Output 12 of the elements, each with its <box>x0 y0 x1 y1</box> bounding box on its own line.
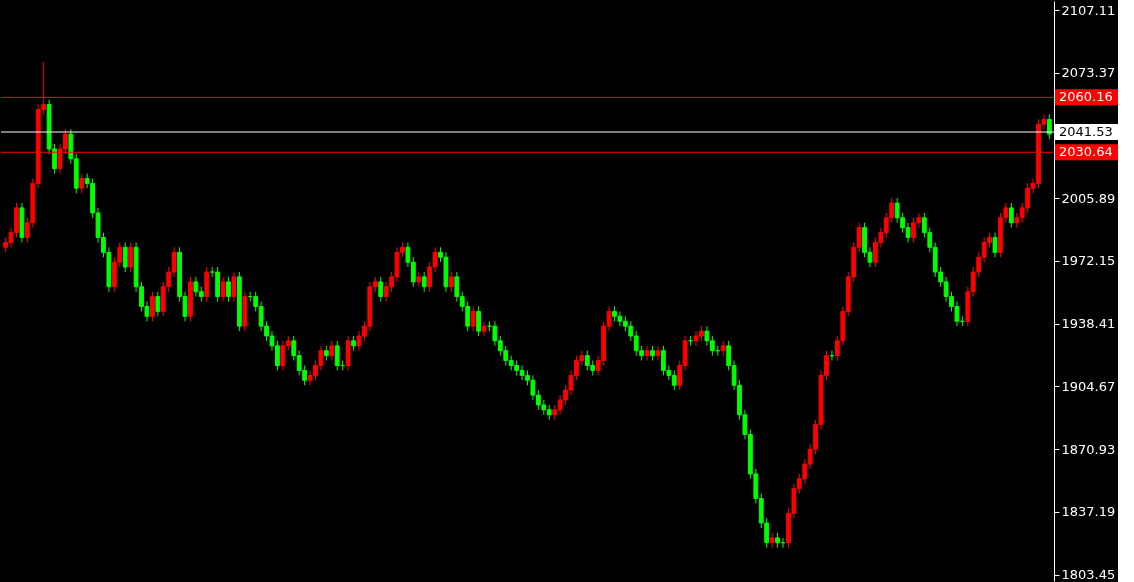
y-tick-label: 2005.89 <box>1061 190 1116 206</box>
ref-line-label: 2030.64 <box>1059 144 1113 160</box>
y-tick-label: 1972.15 <box>1061 253 1116 269</box>
y-tick-label: 1803.45 <box>1061 567 1116 582</box>
y-tick-label: 1904.67 <box>1061 378 1116 394</box>
y-tick-label: 2107.11 <box>1061 2 1116 18</box>
ref-line-label: 2060.16 <box>1059 89 1113 105</box>
ref-line-label: 2041.53 <box>1059 124 1113 139</box>
y-tick-label: 1870.93 <box>1061 441 1116 457</box>
y-tick-label: 1837.19 <box>1061 504 1116 520</box>
y-tick-label: 2073.37 <box>1061 65 1116 81</box>
y-tick-label: 1938.41 <box>1061 316 1116 332</box>
